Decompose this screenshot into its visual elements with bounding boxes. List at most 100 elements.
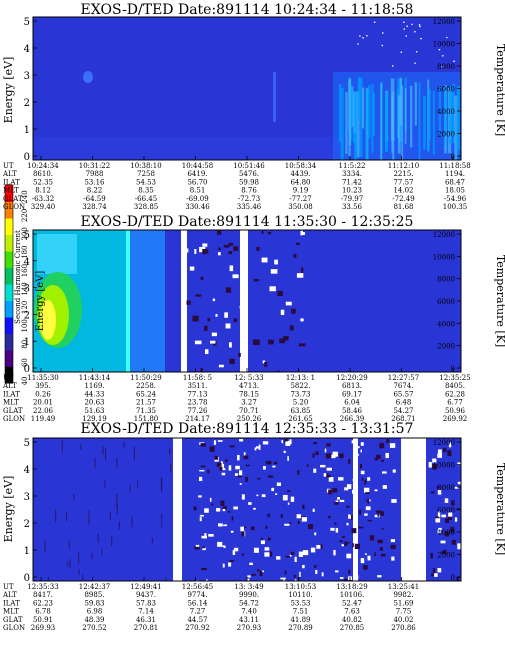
noise-patch	[299, 571, 301, 577]
table-cell: 23.78	[187, 399, 207, 407]
blob	[83, 71, 93, 83]
table-cell: 71.35	[136, 407, 156, 415]
table-cell: 7.27	[190, 608, 206, 616]
noise-patch	[437, 511, 441, 518]
streak	[414, 82, 417, 126]
table-cell: 53.16	[84, 178, 105, 186]
colorbar-swatch	[5, 234, 13, 252]
noise-patch	[374, 514, 380, 518]
table-cell: 52.35	[33, 178, 53, 186]
noise-patch	[382, 485, 387, 489]
noise-patch	[219, 463, 225, 470]
table-cell: 18.05	[445, 187, 465, 195]
streak	[397, 95, 401, 154]
table-cell: 250.26	[237, 415, 262, 423]
panel-3-axes: 0 1 2 3 4 5 0 2000 4000 6000 8000 10000 12000	[24, 438, 461, 584]
noise-patch	[344, 487, 349, 491]
table-cell: 350.08	[288, 203, 313, 211]
table-cell: 8610.	[33, 170, 53, 178]
table-cell: 65.24	[136, 390, 157, 398]
noise-patch	[202, 547, 206, 551]
noise-patch	[390, 544, 396, 549]
noise-patch	[277, 290, 283, 296]
noise-patch	[289, 325, 294, 331]
noise-patch	[437, 530, 441, 534]
noise-patch	[241, 531, 245, 537]
noise-patch	[365, 492, 370, 494]
table-cell: -66.45	[135, 195, 157, 203]
faint-streak	[105, 447, 107, 461]
noise-patch	[233, 246, 239, 251]
streak	[357, 77, 361, 121]
faint-streak	[104, 480, 106, 489]
noise-patch	[237, 475, 242, 478]
noise-patch	[392, 469, 396, 473]
table-cell: 57.83	[136, 599, 156, 607]
noise-patch	[316, 544, 321, 549]
table-cell: 7674.	[393, 382, 413, 390]
colorbar-tick-label: 80	[21, 340, 29, 349]
table-cell: 10.23	[342, 187, 362, 195]
panel-3-orbit-table: UT 12:35:33 12:42:37 12:49:41 12:56:45 13: 3:…	[2, 583, 419, 632]
table-cell: 9990.	[239, 591, 259, 599]
noise-patch	[217, 440, 223, 442]
speckle	[362, 37, 364, 39]
table-row-label: GLAT	[3, 407, 23, 415]
streak	[273, 72, 276, 122]
noise-patch	[204, 325, 208, 331]
panel-3-y2label: Temperature [K]	[494, 463, 505, 555]
noise-patch	[341, 544, 344, 547]
bright-column	[126, 230, 130, 372]
faint-streak	[151, 537, 153, 544]
table-cell: 62.23	[33, 599, 53, 607]
noise-patch	[267, 231, 272, 235]
table-cell: 11:50:29	[130, 374, 161, 382]
noise-patch	[277, 370, 281, 372]
noise-patch	[448, 512, 453, 517]
noise-patch	[297, 469, 300, 475]
cool-patch	[37, 234, 77, 274]
faint-streak	[118, 521, 120, 530]
table-cell: 270.86	[391, 624, 416, 632]
noise-patch	[200, 368, 203, 372]
data-gap	[173, 438, 182, 581]
noise-patch	[440, 540, 446, 544]
table-cell: 54.27	[393, 407, 413, 415]
speckle	[438, 48, 441, 51]
noise-patch	[312, 508, 315, 512]
noise-patch	[229, 265, 234, 272]
speckle	[420, 37, 422, 40]
table-cell: 14.02	[393, 187, 413, 195]
noise-patch	[254, 447, 257, 451]
speckle	[453, 60, 455, 63]
noise-patch	[354, 543, 360, 550]
streak	[385, 93, 388, 148]
noise-patch	[367, 555, 371, 561]
ytick-label: 3	[24, 492, 30, 503]
table-cell: 64.80	[290, 178, 310, 186]
panel-3: EXOS-D/TED Date:891114 12:35:33 - 13:31:…	[2, 421, 505, 632]
noise-patch	[341, 535, 345, 538]
table-cell: 12:20:29	[336, 374, 367, 382]
table-cell: 52.47	[342, 599, 362, 607]
noise-patch	[380, 511, 384, 516]
y2tick-label: 0	[451, 574, 455, 582]
noise-patch	[275, 493, 278, 495]
noise-patch	[444, 531, 449, 537]
data-gap	[181, 230, 187, 372]
table-cell: 11:18:58	[439, 162, 470, 170]
noise-patch	[430, 491, 435, 494]
noise-patch	[230, 530, 234, 533]
noise-patch	[194, 340, 202, 345]
table-cell: 3334.	[342, 170, 362, 178]
noise-patch	[199, 517, 202, 522]
table-cell: 20.63	[84, 399, 104, 407]
table-cell: 48.39	[84, 616, 104, 624]
noise-patch	[335, 570, 339, 573]
noise-patch	[343, 578, 348, 581]
noise-patch	[232, 549, 236, 555]
table-cell: 51.63	[84, 407, 104, 415]
noise-patch	[315, 569, 318, 574]
faint-streak	[165, 577, 167, 581]
